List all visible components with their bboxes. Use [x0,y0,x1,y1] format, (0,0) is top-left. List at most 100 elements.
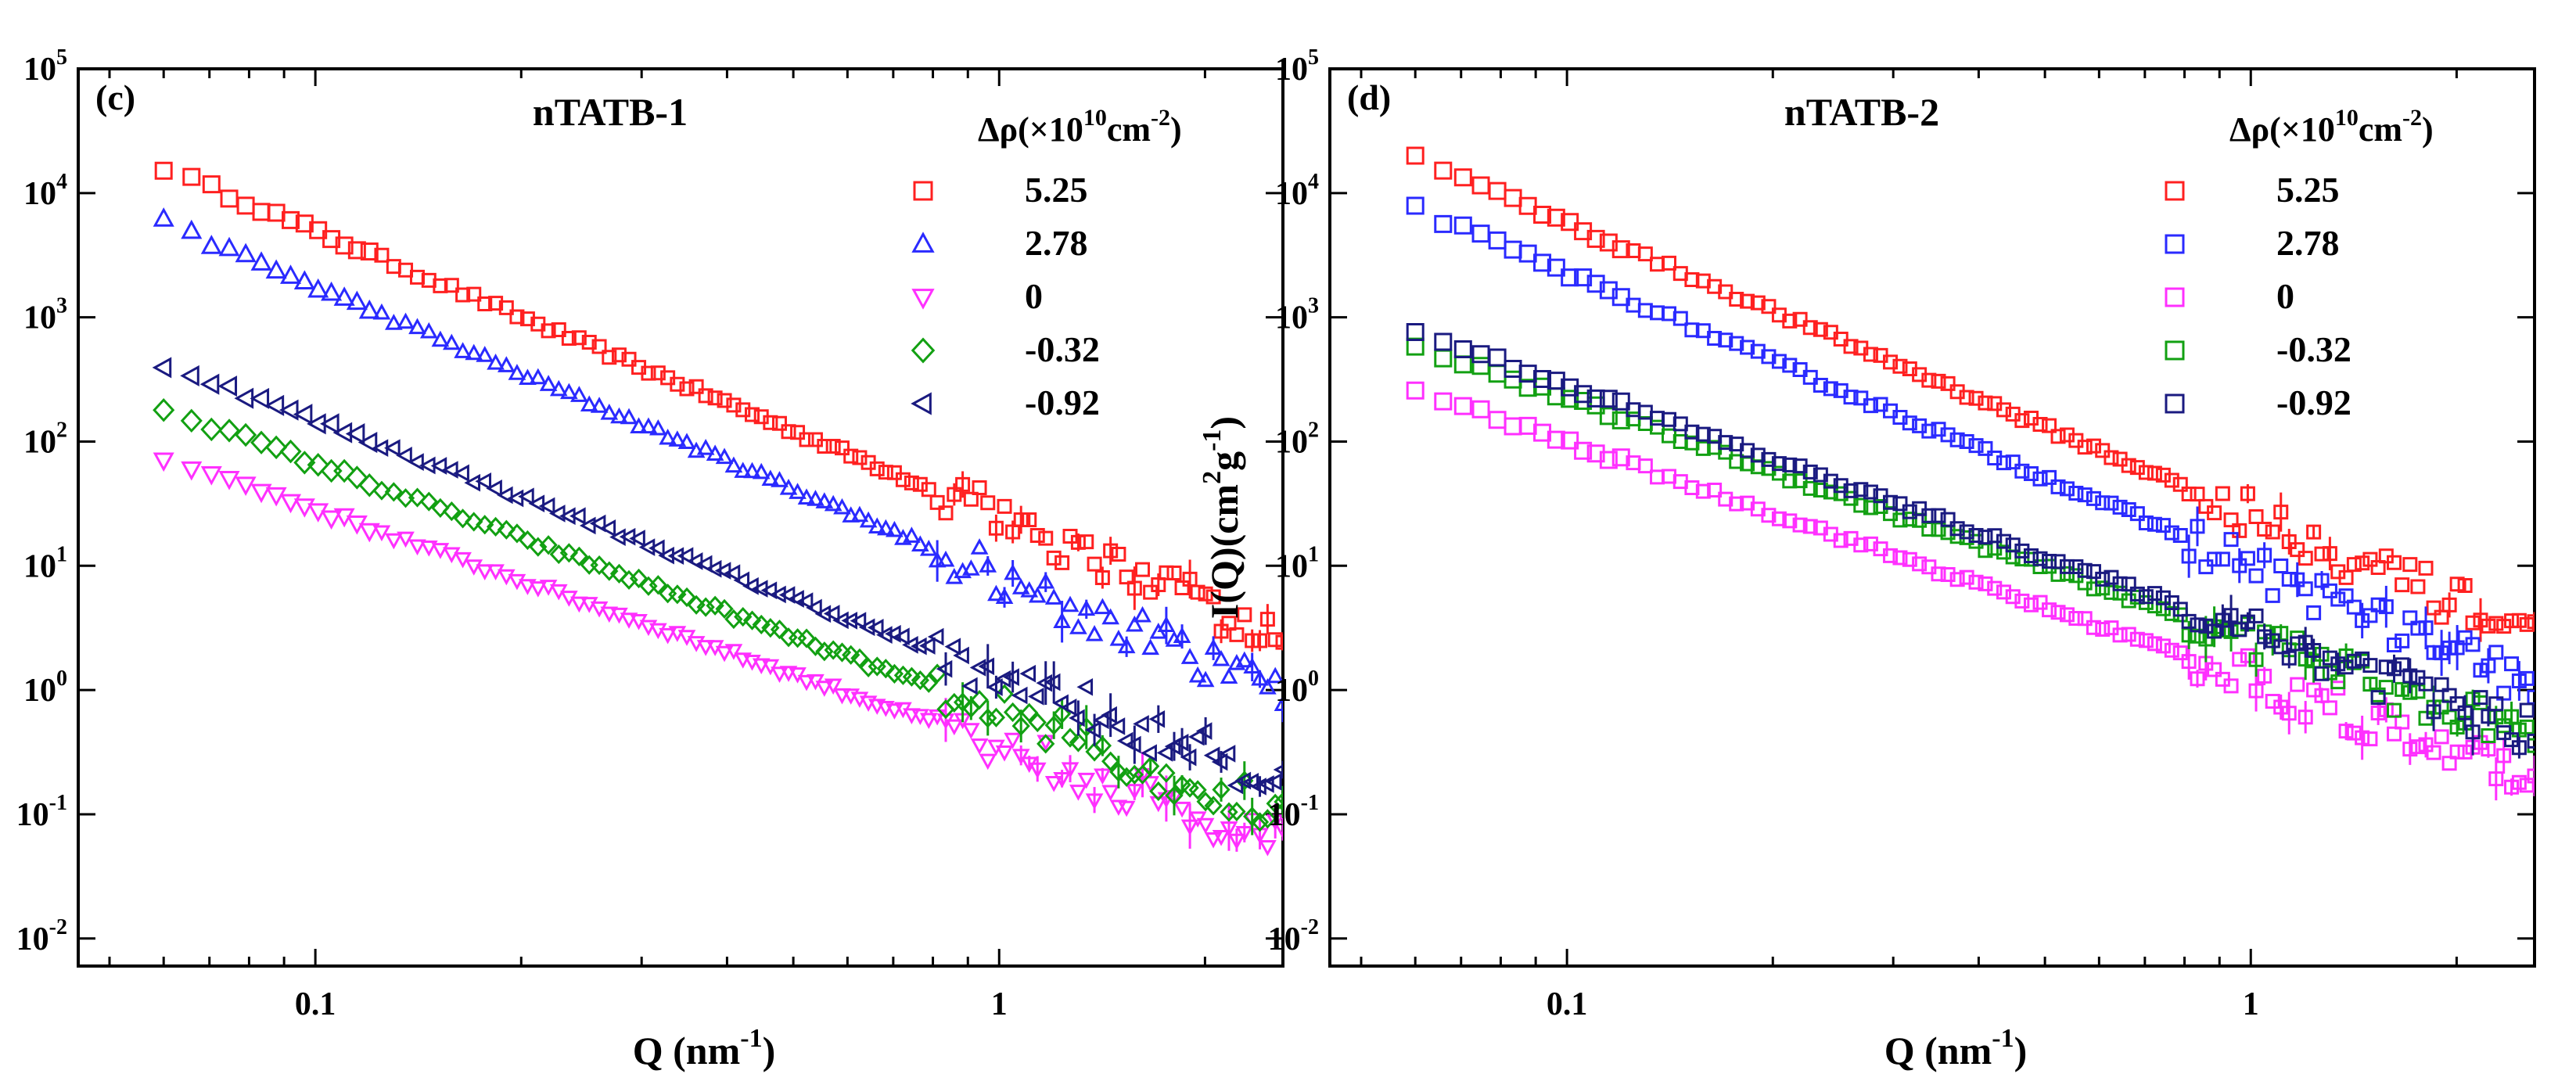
data-point [2330,564,2346,580]
data-point [1750,295,1766,311]
data-point [2032,417,2048,433]
data-point [1695,483,1711,499]
y-tick-base: 10 [1275,176,1308,212]
data-point [1135,562,1151,577]
data-point [2265,587,2280,603]
data-point [1771,307,1787,323]
data-point [442,547,461,564]
data-point [1188,780,1207,800]
data-point [1695,273,1711,289]
data-point [1044,715,1063,735]
data-point [2457,744,2473,760]
data-point [1968,574,1984,590]
data-point [589,514,606,533]
data-point [518,487,534,506]
data-point [539,375,558,391]
y-tick-base: 10 [23,673,56,709]
data-point [1453,216,1472,235]
data-point [2362,731,2378,747]
data-point [1406,381,1425,400]
data-point [1085,793,1104,810]
data-point [1093,711,1109,730]
data-point [852,450,868,465]
data-point [2257,522,2272,537]
data-point [1968,527,1984,543]
legend-title-sup: -2 [1151,105,1170,131]
y-tick-exponent: 2 [56,418,67,442]
data-point [1211,753,1228,771]
data-point [2147,465,2162,481]
data-point [2138,633,2154,648]
data-point [408,453,424,471]
data-point [346,290,368,311]
data-point [648,539,665,558]
data-point [180,408,203,433]
data-point [1611,448,1630,467]
data-point [724,456,743,473]
data-point [1125,784,1144,800]
data-point [893,627,910,646]
data-point [912,476,928,492]
data-point [734,462,753,478]
data-point [2147,586,2162,602]
data-point [2014,593,2030,609]
data-point [1108,717,1126,735]
data-point [591,339,607,354]
y-tick-exponent: -2 [49,915,67,939]
data-point [2378,659,2394,675]
legend-label: 2.78 [1025,223,1088,263]
data-point [279,494,302,514]
data-point [629,530,645,548]
data-point [1471,400,1490,418]
data-point [1094,768,1112,785]
data-point [2042,602,2057,618]
data-point [1251,669,1269,686]
data-point [1518,244,1537,263]
data-point [2441,597,2457,612]
data-point [384,482,403,502]
data-point [1022,512,1037,527]
data-point [372,525,391,542]
data-point [2005,537,2021,553]
data-point [2426,704,2441,720]
data-point [1020,580,1039,598]
legend-label: 5.25 [1025,170,1088,210]
data-point [886,465,902,480]
data-point [1471,345,1490,364]
data-point [2511,774,2527,790]
data-point [519,311,535,327]
data-point [1267,632,1283,648]
data-point [2387,702,2402,718]
data-point [2426,600,2441,616]
data-point [1125,735,1141,754]
data-point [1718,284,1734,300]
data-point [1902,504,1917,519]
data-point [752,462,771,480]
y-tick-label: 105 [23,45,67,88]
series-0 [153,452,1283,857]
data-point [2457,578,2473,594]
data-point [961,677,978,695]
data-point [2527,768,2535,784]
data-point [797,488,816,505]
data-point [970,738,989,755]
legend: Δρ(×1010cm-2) 5.25 2.78 0 -0.32 -0.92 [2165,105,2434,422]
data-point [1212,830,1231,846]
data-point [1863,484,1878,500]
data-point [1802,369,1818,385]
data-point [936,550,955,567]
data-point [2129,586,2145,602]
legend-marker [2165,181,2185,201]
data-point [569,546,588,566]
data-point [1611,392,1630,411]
data-point [408,539,426,556]
data-point [1978,576,1993,591]
data-point [1987,450,2003,465]
data-point [2322,546,2337,562]
data-point [752,658,771,675]
data-point [2257,548,2272,563]
data-point [1684,272,1700,288]
y-tick-exponent: -2 [1301,915,1319,939]
data-point [2147,636,2162,652]
data-point [2104,450,2119,465]
